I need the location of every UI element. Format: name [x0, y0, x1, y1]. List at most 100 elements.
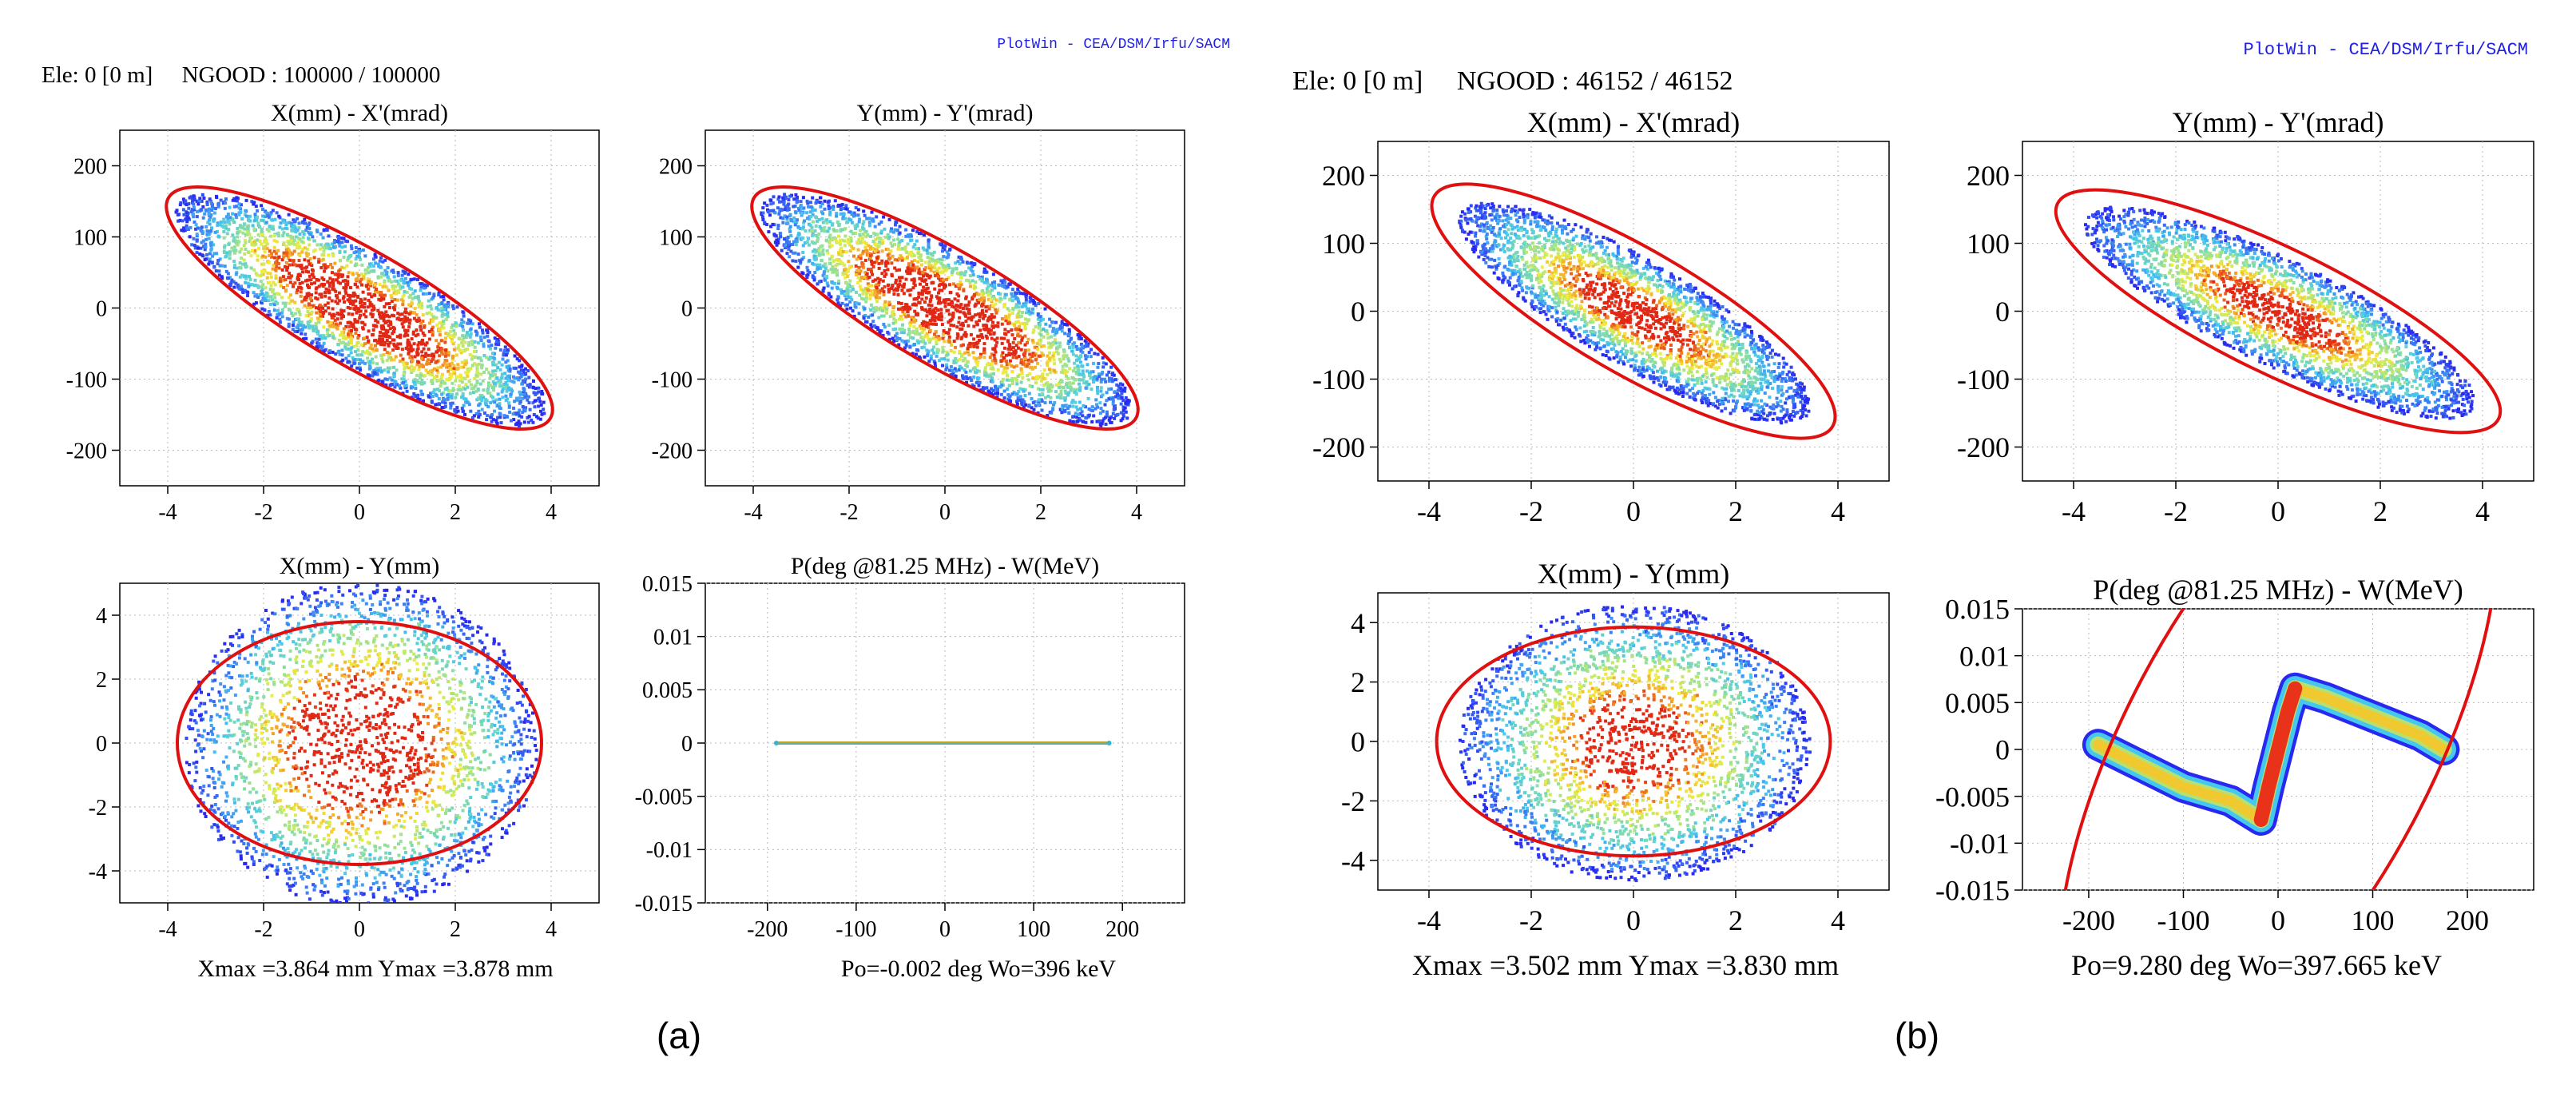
particle: [389, 320, 392, 324]
particle: [305, 225, 309, 229]
particle: [401, 325, 405, 329]
particle: [304, 266, 308, 270]
particle: [853, 224, 857, 228]
particle: [858, 284, 862, 288]
particle: [870, 262, 874, 266]
particle: [277, 214, 281, 218]
particle: [917, 255, 921, 259]
particle: [847, 266, 851, 269]
particle: [883, 235, 887, 239]
particle: [887, 235, 891, 239]
particle: [505, 389, 509, 393]
particle: [965, 380, 968, 384]
particle: [917, 269, 921, 272]
particle: [1030, 360, 1034, 364]
particle: [336, 323, 340, 327]
particle: [216, 262, 220, 266]
particle: [284, 301, 288, 305]
particle: [1028, 312, 1032, 316]
particle: [462, 386, 465, 390]
particle: [330, 271, 334, 275]
particle: [516, 370, 520, 374]
particle: [1029, 356, 1033, 360]
particle: [849, 218, 853, 222]
particle: [268, 225, 272, 229]
particle: [794, 259, 798, 263]
particle: [287, 252, 291, 256]
particle: [1034, 403, 1038, 407]
particle: [367, 329, 371, 333]
particle: [504, 394, 508, 398]
particle: [215, 196, 219, 200]
particle: [454, 379, 458, 383]
particle: [788, 255, 792, 259]
particle: [512, 406, 516, 410]
particle: [793, 223, 797, 227]
particle: [775, 238, 779, 242]
particle: [400, 377, 404, 381]
particle: [825, 218, 829, 221]
particle: [860, 236, 864, 240]
particle: [1081, 369, 1085, 373]
particle: [524, 367, 527, 371]
particle: [1010, 333, 1014, 337]
particle: [864, 235, 868, 239]
particle: [907, 314, 910, 318]
particle: [316, 243, 320, 247]
particle: [237, 240, 241, 244]
particle: [242, 275, 246, 279]
particle: [805, 211, 809, 215]
particle: [966, 311, 970, 315]
particle: [379, 334, 383, 338]
particle: [796, 218, 799, 222]
particle: [363, 254, 367, 258]
particle: [846, 275, 850, 278]
particle: [441, 364, 445, 368]
particle: [943, 298, 946, 302]
particle: [470, 354, 474, 358]
particle: [1033, 345, 1037, 349]
particle: [843, 234, 847, 238]
particle: [894, 327, 898, 331]
particle: [939, 242, 943, 246]
particle: [355, 353, 359, 357]
particle: [876, 250, 880, 254]
particle: [203, 212, 207, 216]
particle: [860, 264, 864, 268]
particle: [848, 300, 852, 304]
particle: [347, 360, 350, 364]
particle: [900, 288, 904, 292]
particle: [248, 233, 252, 236]
particle: [335, 327, 339, 331]
particle: [983, 373, 987, 377]
particle: [393, 304, 397, 308]
particle: [462, 376, 466, 380]
particle: [268, 302, 272, 306]
particle: [308, 320, 312, 324]
particle: [1031, 307, 1034, 311]
particle: [859, 288, 863, 292]
particle: [771, 201, 775, 205]
particle: [464, 336, 468, 340]
particle: [1076, 419, 1080, 423]
particle: [243, 288, 247, 292]
particle: [975, 298, 979, 302]
particle: [359, 368, 362, 372]
particle: [887, 288, 891, 292]
particle: [367, 280, 371, 284]
particle: [378, 293, 382, 297]
particle: [900, 317, 904, 321]
particle: [993, 338, 997, 342]
particle: [936, 335, 940, 339]
particle: [900, 327, 904, 331]
particle: [1074, 345, 1078, 348]
particle: [787, 208, 791, 212]
particle: [410, 337, 414, 341]
particle: [994, 344, 998, 348]
particle: [311, 268, 315, 272]
particle: [991, 272, 995, 276]
particle: [827, 204, 831, 208]
particle: [893, 266, 897, 270]
particle: [819, 266, 822, 270]
particle: [886, 253, 890, 257]
